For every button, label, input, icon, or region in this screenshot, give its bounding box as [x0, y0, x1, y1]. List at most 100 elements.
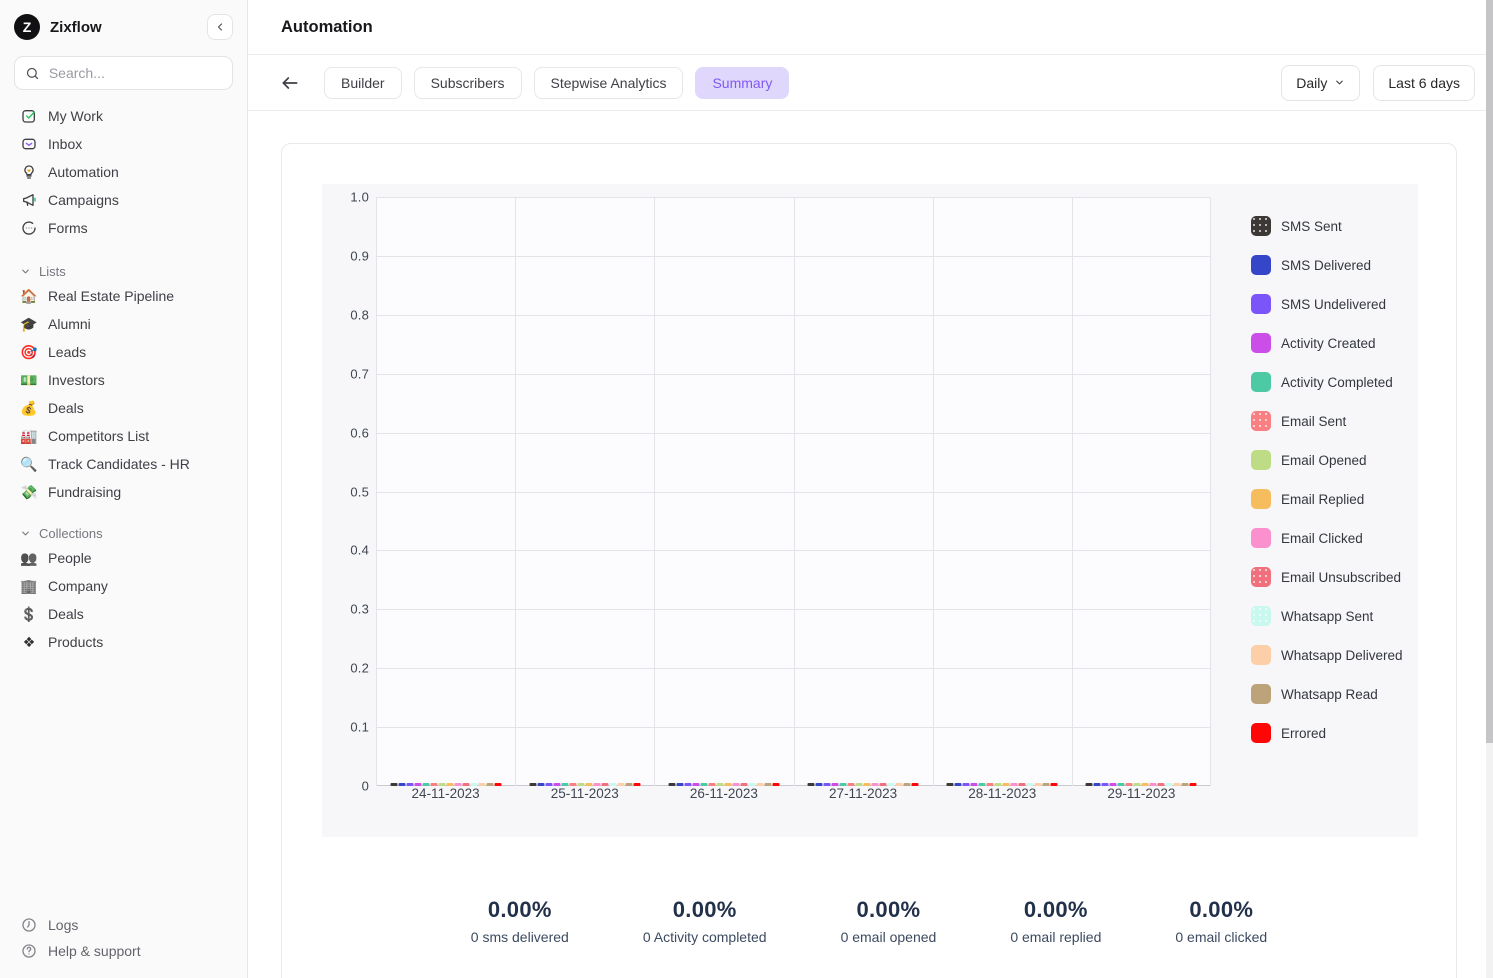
legend-item[interactable]: Email Opened	[1251, 450, 1418, 470]
bar-series-mini[interactable]	[430, 783, 438, 786]
scrollbar[interactable]	[1486, 0, 1493, 978]
bar-series-mini[interactable]	[831, 783, 839, 786]
sidebar-list-item[interactable]: 🎯 Leads	[14, 338, 233, 366]
bar-series-mini[interactable]	[1002, 783, 1010, 786]
bar-series-mini[interactable]	[454, 783, 462, 786]
bar-series-mini[interactable]	[406, 783, 414, 786]
bar-series-mini[interactable]	[986, 783, 994, 786]
sidebar-collection-item[interactable]: ❖ Products	[14, 628, 233, 656]
bar-series-mini[interactable]	[708, 783, 716, 786]
tab-builder[interactable]: Builder	[324, 66, 402, 99]
sidebar-item-my-work[interactable]: My Work	[14, 102, 233, 130]
bar-series-mini[interactable]	[994, 783, 1002, 786]
bar-series-mini[interactable]	[1026, 783, 1034, 786]
bar-series-mini[interactable]	[1010, 783, 1018, 786]
sidebar-collection-item[interactable]: 🏢 Company	[14, 572, 233, 600]
legend-item[interactable]: SMS Sent	[1251, 216, 1418, 236]
bar-series-mini[interactable]	[962, 783, 970, 786]
bar-series-mini[interactable]	[561, 783, 569, 786]
bar-series-mini[interactable]	[577, 783, 585, 786]
bar-series-mini[interactable]	[609, 783, 617, 786]
legend-item[interactable]: Activity Completed	[1251, 372, 1418, 392]
sidebar-item-help-support[interactable]: Help & support	[14, 938, 233, 964]
bar-series-mini[interactable]	[740, 783, 748, 786]
sidebar-item-logs[interactable]: Logs	[14, 912, 233, 938]
legend-item[interactable]: Whatsapp Sent	[1251, 606, 1418, 626]
bar-series-mini[interactable]	[911, 783, 919, 786]
bar-series-mini[interactable]	[724, 783, 732, 786]
collections-section-header[interactable]: Collections	[14, 522, 233, 544]
bar-series-mini[interactable]	[1042, 783, 1050, 786]
bar-series-mini[interactable]	[593, 783, 601, 786]
bar-series-mini[interactable]	[748, 783, 756, 786]
legend-item[interactable]: SMS Delivered	[1251, 255, 1418, 275]
bar-series-mini[interactable]	[839, 783, 847, 786]
sidebar-collapse-button[interactable]	[207, 14, 233, 40]
bar-series-mini[interactable]	[1125, 783, 1133, 786]
bar-series-mini[interactable]	[772, 783, 780, 786]
bar-series-mini[interactable]	[478, 783, 486, 786]
bar-series-mini[interactable]	[1050, 783, 1058, 786]
bar-series-mini[interactable]	[398, 783, 406, 786]
bar-series-mini[interactable]	[887, 783, 895, 786]
bar-series-mini[interactable]	[847, 783, 855, 786]
legend-item[interactable]: Email Replied	[1251, 489, 1418, 509]
sidebar-item-campaigns[interactable]: Campaigns	[14, 186, 233, 214]
bar-series-mini[interactable]	[446, 783, 454, 786]
bar-series-mini[interactable]	[895, 783, 903, 786]
bar-series-mini[interactable]	[545, 783, 553, 786]
bar-series-mini[interactable]	[1034, 783, 1042, 786]
bar-series-mini[interactable]	[1141, 783, 1149, 786]
scrollbar-thumb[interactable]	[1486, 0, 1493, 744]
bar-series-mini[interactable]	[954, 783, 962, 786]
bar-series-mini[interactable]	[390, 783, 398, 786]
bar-series-mini[interactable]	[716, 783, 724, 786]
bar-series-mini[interactable]	[1018, 783, 1026, 786]
bar-series-mini[interactable]	[1085, 783, 1093, 786]
bar-series-mini[interactable]	[970, 783, 978, 786]
legend-item[interactable]: SMS Undelivered	[1251, 294, 1418, 314]
bar-series-mini[interactable]	[732, 783, 740, 786]
bar-series-mini[interactable]	[422, 783, 430, 786]
legend-item[interactable]: Whatsapp Delivered	[1251, 645, 1418, 665]
date-range-button[interactable]: Last 6 days	[1373, 64, 1475, 101]
bar-series-mini[interactable]	[1149, 783, 1157, 786]
sidebar-list-item[interactable]: 💵 Investors	[14, 366, 233, 394]
bar-series-mini[interactable]	[1165, 783, 1173, 786]
sidebar-list-item[interactable]: 🏠 Real Estate Pipeline	[14, 282, 233, 310]
bar-series-mini[interactable]	[438, 783, 446, 786]
bar-series-mini[interactable]	[553, 783, 561, 786]
bar-series-mini[interactable]	[863, 783, 871, 786]
bar-series-mini[interactable]	[676, 783, 684, 786]
sidebar-item-automation[interactable]: Automation	[14, 158, 233, 186]
bar-series-mini[interactable]	[625, 783, 633, 786]
tab-summary[interactable]: Summary	[695, 66, 790, 99]
bar-series-mini[interactable]	[1181, 783, 1189, 786]
bar-series-mini[interactable]	[470, 783, 478, 786]
lists-section-header[interactable]: Lists	[14, 260, 233, 282]
bar-series-mini[interactable]	[668, 783, 676, 786]
bar-series-mini[interactable]	[823, 783, 831, 786]
sidebar-item-forms[interactable]: Forms	[14, 214, 233, 242]
bar-series-mini[interactable]	[879, 783, 887, 786]
sidebar-list-item[interactable]: 💰 Deals	[14, 394, 233, 422]
search-box[interactable]	[14, 56, 233, 90]
bar-series-mini[interactable]	[617, 783, 625, 786]
bar-series-mini[interactable]	[684, 783, 692, 786]
bar-series-mini[interactable]	[871, 783, 879, 786]
bar-series-mini[interactable]	[537, 783, 545, 786]
sidebar-list-item[interactable]: 💸 Fundraising	[14, 478, 233, 506]
bar-series-mini[interactable]	[529, 783, 537, 786]
bar-series-mini[interactable]	[1093, 783, 1101, 786]
bar-series-mini[interactable]	[855, 783, 863, 786]
legend-item[interactable]: Email Unsubscribed	[1251, 567, 1418, 587]
bar-series-mini[interactable]	[756, 783, 764, 786]
bar-series-mini[interactable]	[1133, 783, 1141, 786]
search-input[interactable]	[48, 65, 222, 81]
bar-series-mini[interactable]	[494, 783, 502, 786]
bar-series-mini[interactable]	[946, 783, 954, 786]
sidebar-item-inbox[interactable]: Inbox	[14, 130, 233, 158]
sidebar-collection-item[interactable]: 💲 Deals	[14, 600, 233, 628]
legend-item[interactable]: Errored	[1251, 723, 1418, 743]
back-button[interactable]	[276, 69, 304, 97]
